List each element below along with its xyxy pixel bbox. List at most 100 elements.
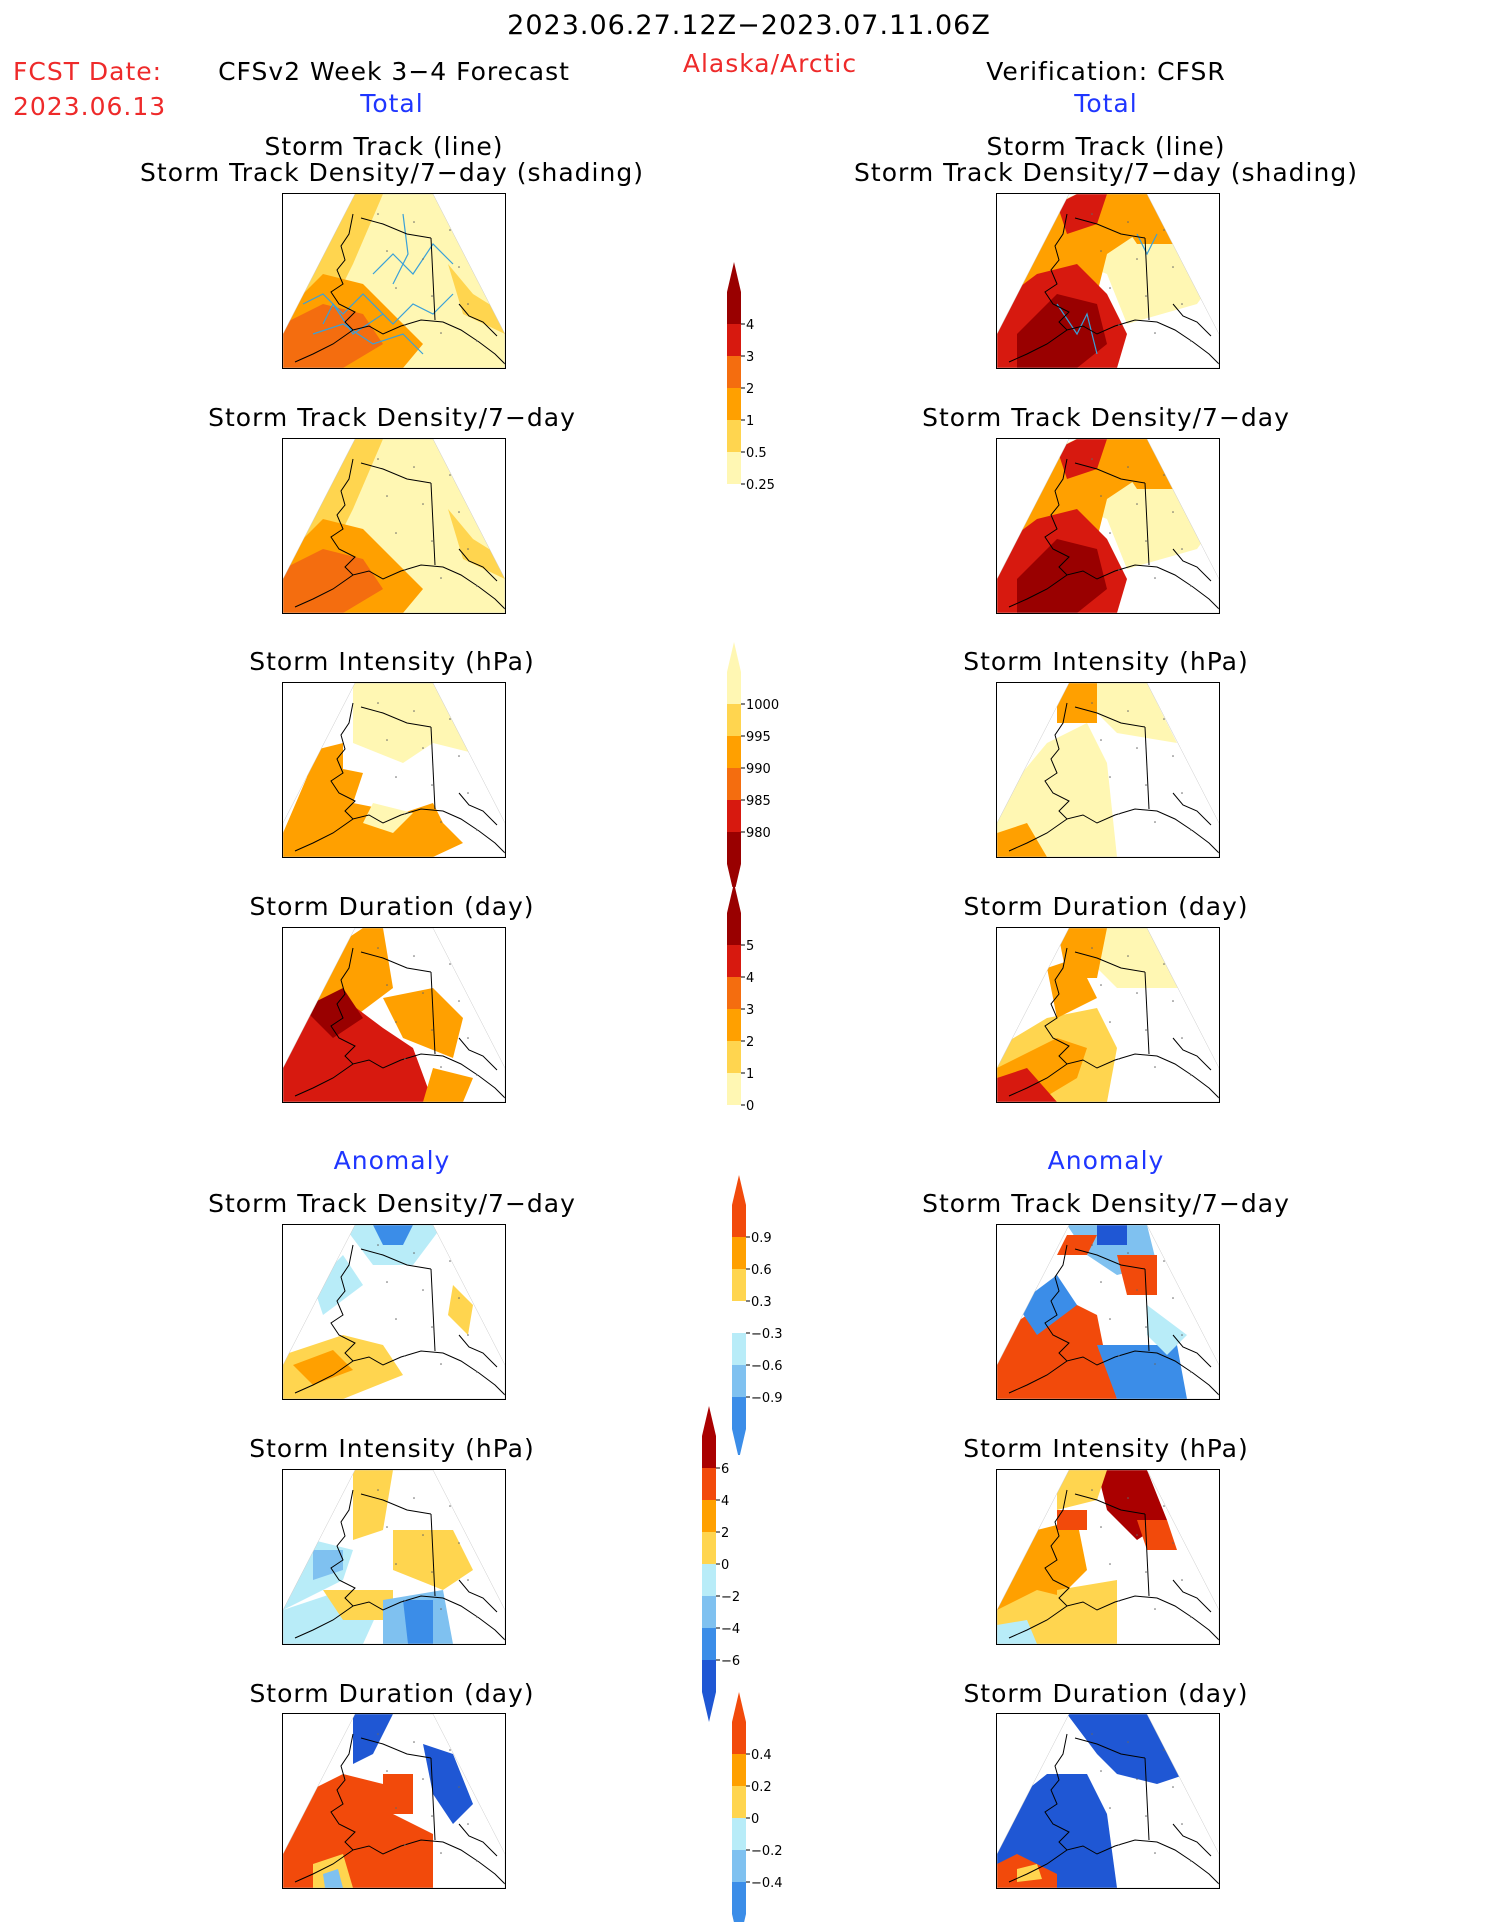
colorbar-segment: [732, 1301, 746, 1333]
aleutians: [294, 329, 354, 363]
aleutians: [294, 1605, 354, 1639]
map-shading: [997, 928, 1187, 1102]
colorbar-tick-label: 4: [721, 1494, 729, 1509]
border-line: [430, 1757, 436, 1841]
shading-region: [997, 1520, 1087, 1620]
arctic-coast: [360, 462, 432, 484]
alaska-coast: [1044, 458, 1219, 610]
map-forecast-intensity-anomaly: [282, 1469, 506, 1645]
coastline: [294, 1733, 505, 1885]
colorbar-segment: [732, 1818, 746, 1850]
title-intensity-left: Storm Intensity (hPa): [249, 647, 535, 676]
shading-region: [423, 1068, 473, 1102]
anomaly-label-left: Anomaly: [333, 1146, 451, 1175]
shading-region: [448, 1285, 473, 1335]
total-label-left: Total: [360, 89, 424, 118]
coastline: [294, 1244, 505, 1396]
colorbar-segment: [727, 1105, 741, 1137]
colorbar-density-anomaly: 0.9 0.6 0.3 −0.3 −0.6 −0.9: [732, 1175, 783, 1455]
colorbar-tick-label: 1: [746, 414, 754, 429]
shading-region: [373, 1225, 413, 1245]
colorbar-tick-label: 0: [721, 1558, 729, 1573]
fcst-date-label: FCST Date:: [13, 57, 163, 86]
map-forecast-intensity-anomaly-svg: [283, 1470, 505, 1644]
shading-region: [997, 1620, 1037, 1644]
title-anom-intensity-right: Storm Intensity (hPa): [963, 1434, 1249, 1463]
colorbar-arrow-bottom: [732, 1914, 746, 1922]
alaska-coast: [330, 1244, 505, 1396]
colorbar-segment: [727, 356, 741, 388]
colorbar-duration-anomaly: 0.4 0.2 0 −0.2 −0.4: [732, 1692, 783, 1922]
title-track-line-left: Storm Track (line): [264, 132, 504, 161]
map-verification-intensity-anomaly-svg: [997, 1470, 1219, 1644]
graticule-dots: [377, 1733, 478, 1862]
coastline: [1008, 213, 1219, 365]
colorbar-segment: [732, 1397, 746, 1429]
colorbar-tick-label: −0.9: [751, 1391, 783, 1406]
colorbar-segment: [732, 1722, 746, 1754]
panhandle: [1172, 303, 1212, 337]
arctic-coast: [360, 1493, 432, 1515]
title-intensity-right: Storm Intensity (hPa): [963, 647, 1249, 676]
shading-region: [423, 1744, 473, 1824]
colorbar-segment: [702, 1660, 716, 1692]
shading-region: [1057, 1470, 1107, 1510]
colorbar-segment: [732, 1882, 746, 1914]
colorbar-segment: [702, 1468, 716, 1500]
shading-region: [1067, 1714, 1187, 1784]
map-forecast-duration-svg: [283, 928, 505, 1102]
title-anom-duration-left: Storm Duration (day): [249, 1679, 535, 1708]
coastline: [294, 1489, 505, 1641]
map-forecast-track-svg: [283, 194, 505, 368]
map-forecast-density-anomaly: [282, 1224, 506, 1400]
shading-region: [293, 1350, 353, 1385]
colorbar-arrow-bottom: [727, 516, 741, 546]
colorbar-tick-label: −0.3: [751, 1327, 783, 1342]
arctic-coast: [1074, 217, 1146, 239]
colorbar-segment: [732, 1786, 746, 1818]
graticule-dots: [377, 947, 478, 1076]
colorbar-arrow-top: [727, 262, 741, 292]
panhandle: [458, 1037, 498, 1071]
graticule-dots: [1091, 1733, 1192, 1862]
shading-region: [1057, 1235, 1097, 1255]
shading-region: [1057, 683, 1097, 723]
colorbar-segment: [727, 452, 741, 484]
border-line: [1144, 726, 1150, 810]
map-verification-duration-anomaly: [996, 1713, 1220, 1889]
shading-region: [1117, 1255, 1157, 1295]
graticule-dots: [1091, 213, 1192, 342]
coastline: [294, 947, 505, 1099]
arctic-coast: [1074, 1737, 1146, 1759]
map-verification-track-svg: [997, 194, 1219, 368]
border-line: [430, 726, 436, 810]
shading-region: [353, 683, 473, 763]
map-verification-track: [996, 193, 1220, 369]
colorbar-tick-label: 4: [746, 971, 754, 986]
shading-region: [1097, 1345, 1187, 1399]
map-shading: [997, 194, 1219, 368]
panhandle: [458, 303, 498, 337]
map-verification-duration: [996, 927, 1220, 1103]
map-forecast-duration-anomaly: [282, 1713, 506, 1889]
colorbar-arrow-bottom: [727, 1137, 741, 1167]
title-track-line-right: Storm Track (line): [986, 132, 1226, 161]
colorbar-arrow-top: [727, 883, 741, 913]
aleutians: [1008, 1360, 1068, 1394]
colorbar-segment: [727, 800, 741, 832]
alaska-coast: [1044, 1489, 1219, 1641]
shading-region: [283, 549, 383, 613]
border-line: [430, 1268, 436, 1352]
colorbar-tick-label: 0.6: [751, 1263, 772, 1278]
colorbar-tick-label: 1000: [746, 698, 779, 713]
arctic-coast: [1074, 951, 1146, 973]
shading-region: [1017, 1275, 1077, 1335]
colorbar-arrow-bottom: [702, 1692, 716, 1722]
title-anom-density-right: Storm Track Density/7−day: [922, 1189, 1290, 1218]
alaska-coast: [1044, 1733, 1219, 1885]
colorbar-segment: [702, 1564, 716, 1596]
region-title: Alaska/Arctic: [682, 49, 858, 78]
colorbar-segment: [727, 977, 741, 1009]
aleutians: [1008, 329, 1068, 363]
title-track-density-right: Storm Track Density/7−day: [922, 403, 1290, 432]
